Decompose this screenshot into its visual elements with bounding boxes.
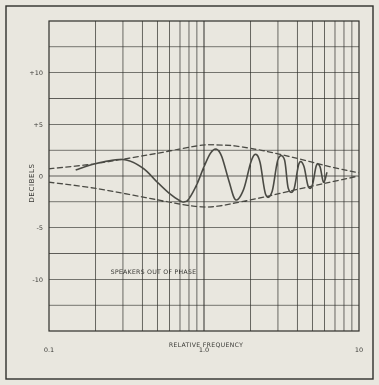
annotation-speakers-out-of-phase: SPEAKERS OUT OF PHASE	[111, 269, 197, 276]
x-tick-label: 0.1	[44, 346, 54, 354]
y-tick-label: +5	[33, 121, 43, 129]
y-tick-label: 0	[39, 173, 43, 181]
y-tick-label: +10	[29, 69, 43, 77]
x-tick-label: 10	[355, 346, 363, 354]
y-tick-label: -5	[37, 224, 43, 232]
y-tick-label: -10	[32, 276, 43, 284]
y-axis-label: DECIBELS	[28, 163, 36, 202]
x-axis-label: RELATIVE FREQUENCY	[169, 342, 243, 349]
grid	[49, 21, 359, 331]
